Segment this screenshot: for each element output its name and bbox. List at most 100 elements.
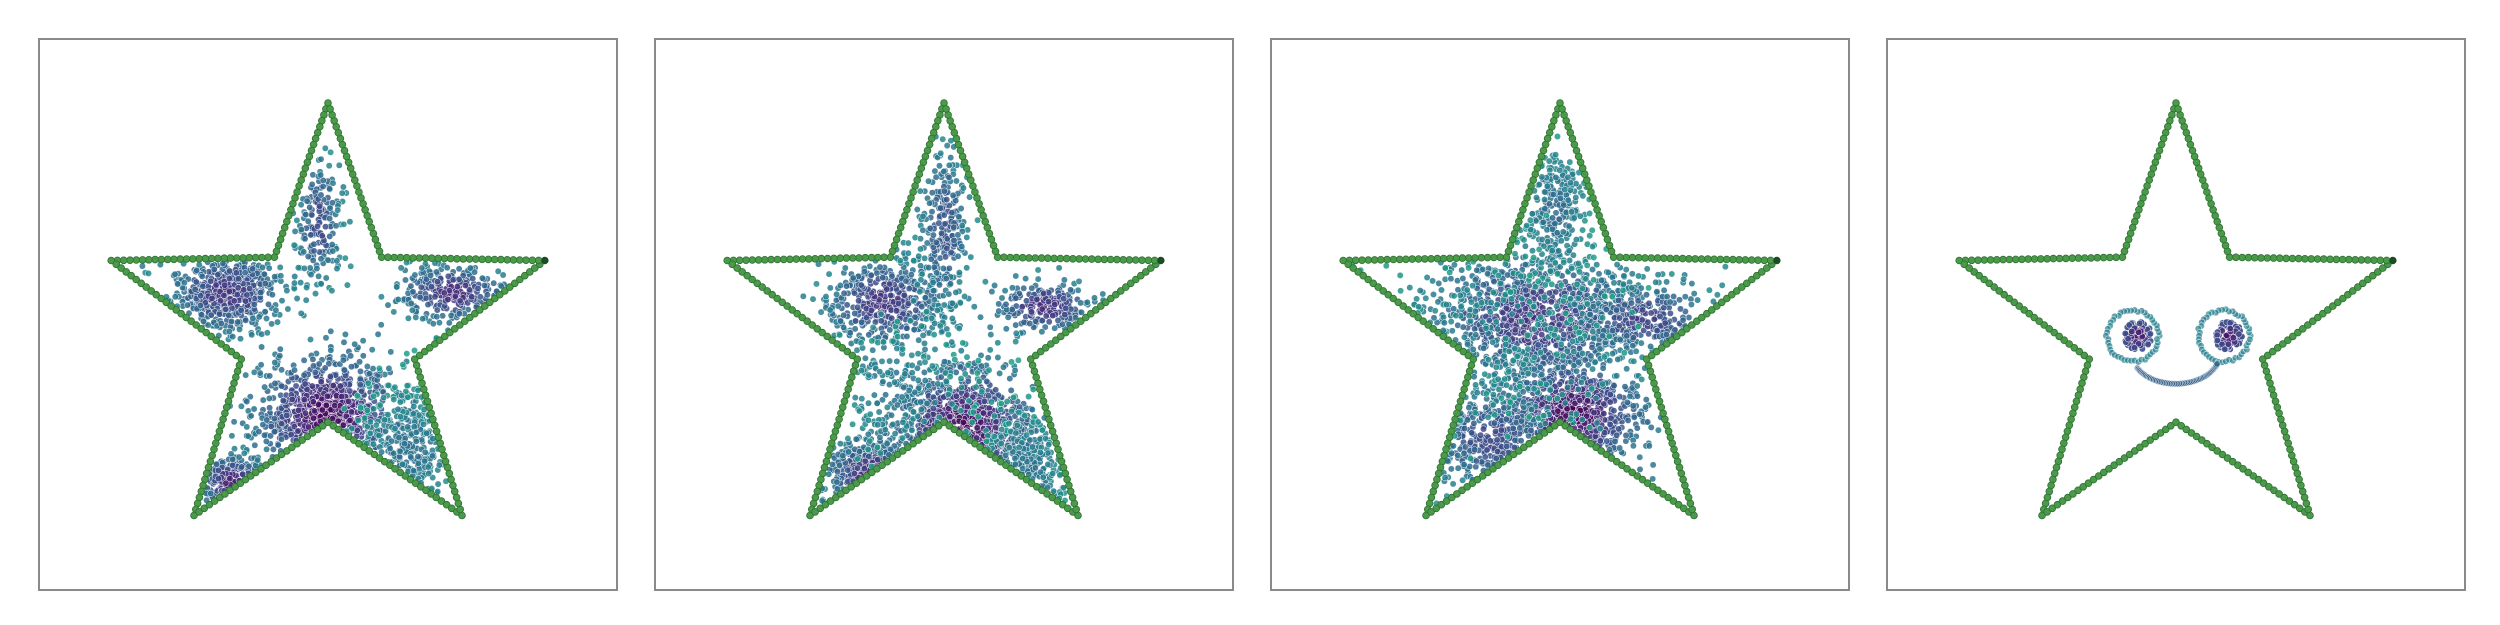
- data-point: [225, 328, 233, 335]
- data-point: [301, 380, 309, 388]
- data-point: [952, 177, 960, 185]
- data-point: [204, 321, 212, 329]
- boundary-point: [355, 439, 363, 448]
- boundary-point: [145, 256, 153, 264]
- boundary-point: [447, 504, 456, 513]
- data-point: [850, 470, 858, 478]
- boundary-point: [459, 255, 468, 263]
- data-point: [363, 406, 371, 414]
- boundary-point: [530, 264, 539, 272]
- data-point: [937, 204, 945, 212]
- data-point: [272, 306, 280, 314]
- data-point: [1022, 275, 1030, 283]
- boundary-point: [270, 253, 279, 262]
- data-point: [938, 229, 946, 237]
- data-point: [1010, 393, 1018, 401]
- data-point: [1012, 329, 1020, 337]
- data-point: [300, 371, 308, 379]
- data-point: [996, 369, 1004, 377]
- boundary-point: [212, 336, 221, 345]
- data-point: [250, 405, 258, 413]
- data-point: [255, 428, 263, 436]
- boundary-point: [257, 464, 265, 473]
- boundary-point: [241, 475, 250, 484]
- data-point: [852, 317, 859, 325]
- boundary-point: [246, 472, 255, 480]
- data-point: [877, 310, 885, 318]
- data-point: [931, 319, 939, 327]
- data-point: [857, 281, 865, 289]
- boundary-point: [1094, 255, 1102, 264]
- data-point: [199, 282, 207, 290]
- data-point: [937, 149, 945, 157]
- data-point: [1045, 441, 1053, 449]
- data-point: [377, 293, 385, 301]
- data-point: [366, 370, 374, 378]
- data-point: [826, 284, 834, 292]
- data-point: [414, 459, 422, 467]
- boundary-point: [773, 255, 782, 264]
- data-point: [410, 402, 418, 410]
- data-point: [934, 380, 942, 388]
- data-point: [230, 297, 238, 305]
- scatter-panel-3: [1270, 38, 1850, 591]
- boundary-point: [176, 255, 185, 263]
- data-point: [340, 338, 348, 346]
- boundary-point: [127, 271, 135, 280]
- data-point: [370, 405, 378, 413]
- boundary-point: [172, 306, 181, 314]
- data-point: [433, 313, 441, 321]
- data-point: [957, 205, 965, 212]
- boundary-point: [1138, 256, 1146, 265]
- boundary-point: [415, 254, 424, 262]
- boundary-point: [411, 479, 420, 488]
- boundary-point: [409, 254, 417, 262]
- data-point: [957, 375, 965, 383]
- boundary-point: [1106, 255, 1115, 264]
- data-point: [468, 293, 476, 301]
- data-point: [404, 423, 412, 431]
- data-point: [171, 293, 179, 301]
- data-point: [291, 273, 299, 280]
- data-point: [214, 271, 222, 279]
- data-point: [1012, 294, 1020, 302]
- boundary-point: [192, 321, 201, 329]
- data-point: [839, 452, 847, 460]
- data-point: [907, 271, 915, 279]
- boundary-point: [308, 429, 317, 437]
- data-point: [970, 303, 978, 311]
- data-point: [950, 223, 958, 231]
- data-point: [326, 215, 334, 223]
- data-point: [868, 337, 876, 345]
- data-point: [1062, 304, 1070, 312]
- data-point: [985, 404, 993, 412]
- data-point: [293, 295, 301, 302]
- data-point: [869, 323, 877, 331]
- boundary-point: [272, 454, 281, 462]
- data-point: [1029, 385, 1037, 393]
- boundary-point: [391, 464, 399, 473]
- boundary-point: [471, 255, 480, 263]
- data-point: [341, 330, 349, 338]
- data-point: [879, 274, 887, 282]
- data-point: [267, 422, 275, 430]
- data-point: [986, 346, 994, 354]
- data-point: [894, 401, 901, 409]
- data-point: [357, 367, 364, 375]
- data-point: [926, 224, 934, 232]
- data-point: [888, 314, 896, 322]
- data-point: [858, 395, 866, 403]
- data-point: [221, 281, 229, 289]
- boundary-point: [339, 429, 348, 437]
- data-point: [924, 412, 932, 420]
- data-point: [1021, 412, 1029, 420]
- data-point: [353, 392, 361, 400]
- data-point: [364, 379, 372, 387]
- data-point: [963, 391, 971, 399]
- data-point: [828, 461, 836, 468]
- data-point: [391, 383, 399, 391]
- data-point: [288, 395, 296, 403]
- boundary-point: [326, 105, 334, 113]
- data-point: [304, 253, 312, 260]
